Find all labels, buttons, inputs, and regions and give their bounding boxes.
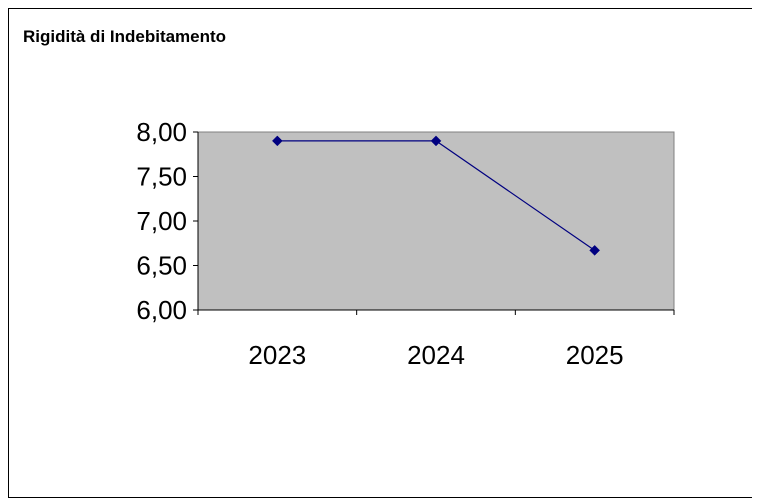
chart-title: Rigidità di Indebitamento bbox=[23, 27, 227, 46]
y-tick-label: 8,00 bbox=[136, 117, 187, 147]
y-tick-label: 7,50 bbox=[136, 162, 187, 192]
y-tick-label: 6,50 bbox=[136, 251, 187, 281]
x-tick-label: 2023 bbox=[248, 340, 306, 370]
plot-area bbox=[197, 131, 675, 311]
y-tick-label: 6,00 bbox=[136, 295, 187, 325]
data-point bbox=[430, 135, 442, 147]
x-tick-label: 2025 bbox=[566, 340, 624, 370]
x-tick-label: 2024 bbox=[407, 340, 465, 370]
data-point bbox=[589, 245, 601, 256]
y-tick-label: 7,00 bbox=[136, 206, 187, 236]
data-point bbox=[271, 135, 283, 147]
